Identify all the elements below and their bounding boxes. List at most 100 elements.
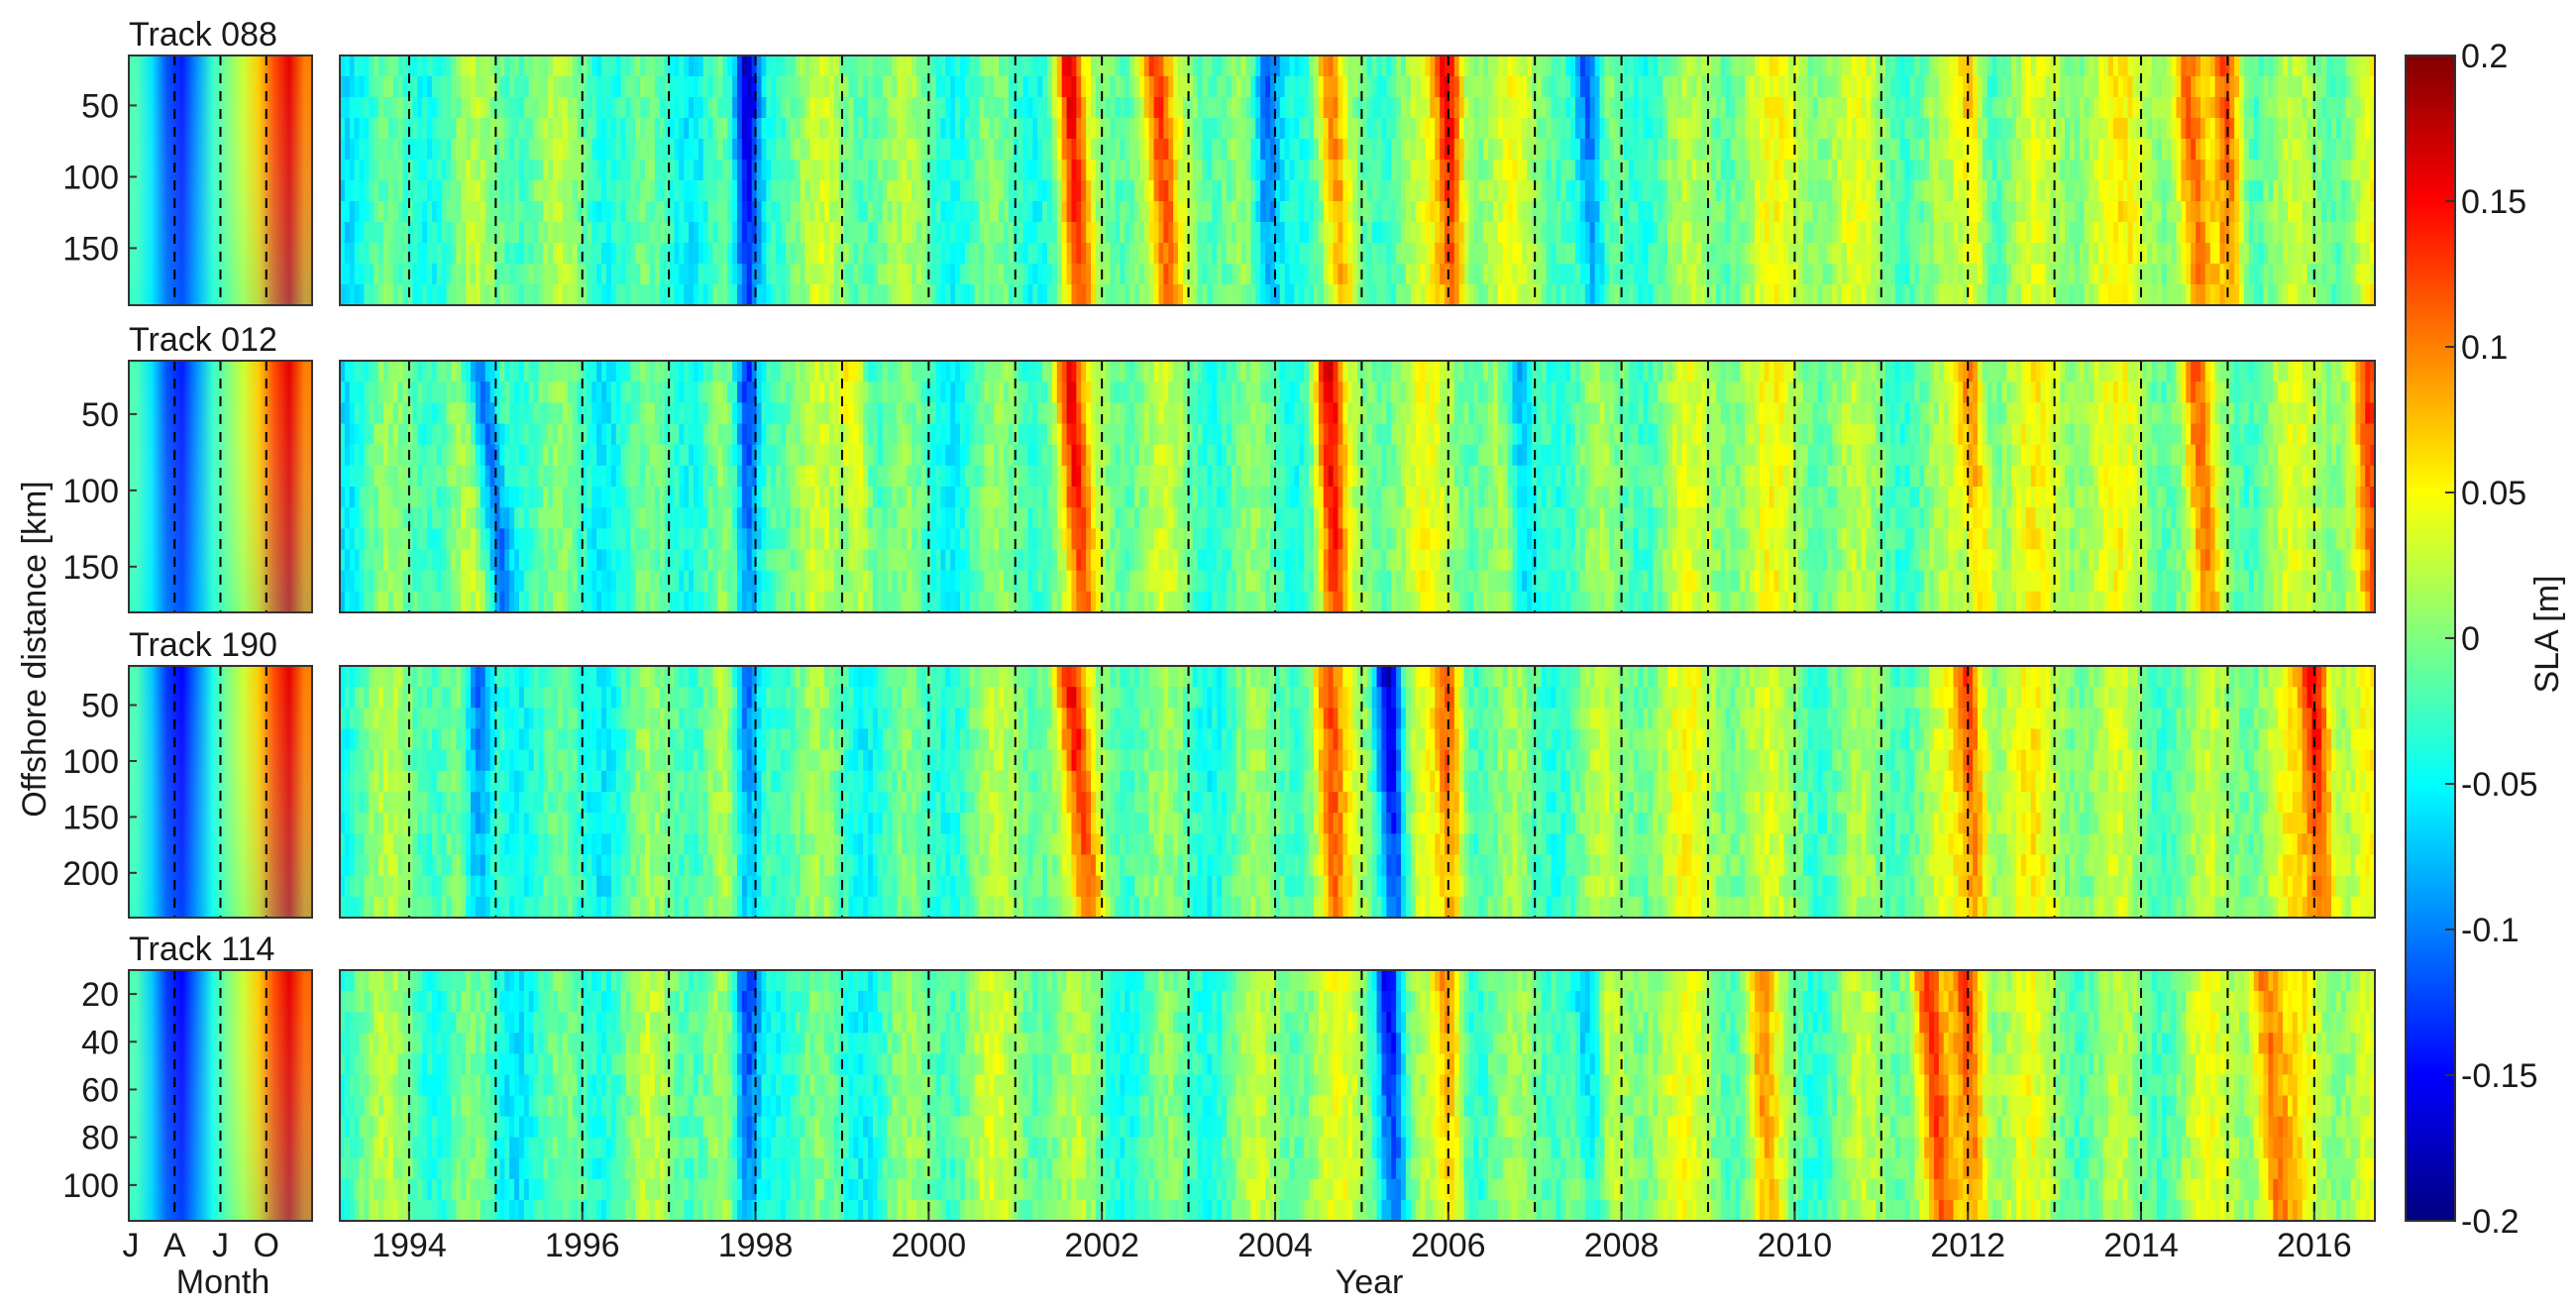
sla-cell bbox=[2176, 201, 2182, 223]
sla-cell bbox=[1279, 222, 1286, 244]
sla-cell bbox=[1856, 201, 1863, 223]
sla-cell bbox=[1478, 180, 1484, 202]
sla-cell bbox=[1415, 180, 1422, 202]
sla-cell bbox=[800, 97, 806, 119]
sla-cell bbox=[484, 222, 491, 244]
sla-cell bbox=[707, 180, 714, 202]
sla-cell bbox=[805, 139, 810, 161]
sla-cell bbox=[964, 118, 971, 140]
sla-cell bbox=[1396, 55, 1402, 77]
sla-cell bbox=[378, 55, 384, 77]
sla-cell bbox=[2089, 160, 2094, 181]
sla-cell bbox=[1371, 76, 1378, 98]
sla-cell bbox=[1856, 264, 1863, 285]
sla-cell bbox=[1977, 243, 1984, 265]
sla-cell bbox=[577, 222, 584, 244]
sla-cell bbox=[1361, 76, 1368, 98]
sla-cell bbox=[1778, 97, 1784, 119]
sla-cell bbox=[2191, 97, 2197, 119]
sla-cell bbox=[587, 284, 592, 305]
sla-cell bbox=[955, 97, 961, 119]
sla-cell bbox=[1938, 97, 1945, 119]
sla-cell bbox=[1745, 76, 1751, 98]
sla-cell bbox=[1323, 118, 1330, 140]
sla-cell bbox=[2122, 118, 2129, 140]
sla-cell bbox=[1851, 180, 1858, 202]
sla-cell bbox=[907, 264, 912, 285]
sla-cell bbox=[2050, 284, 2056, 305]
sla-cell bbox=[1750, 201, 1756, 223]
sla-cell bbox=[664, 160, 671, 181]
sla-cell bbox=[776, 76, 782, 98]
sla-cell bbox=[1178, 55, 1184, 77]
sla-cell bbox=[2016, 243, 2022, 265]
sla-cell bbox=[1371, 55, 1378, 77]
sla-cell bbox=[828, 222, 835, 244]
sla-cell bbox=[2307, 160, 2313, 181]
sla-cell bbox=[781, 284, 787, 305]
sla-cell bbox=[1299, 222, 1305, 244]
sla-cell bbox=[1842, 284, 1848, 305]
sla-cell bbox=[1235, 118, 1242, 140]
sla-cell bbox=[625, 264, 632, 285]
sla-cell bbox=[1783, 180, 1789, 202]
sla-cell bbox=[2239, 55, 2245, 77]
sla-cell bbox=[1047, 76, 1053, 98]
sla-cell bbox=[1837, 76, 1843, 98]
sla-cell bbox=[558, 118, 564, 140]
sla-cell bbox=[1522, 201, 1528, 223]
sla-cell bbox=[1817, 76, 1824, 98]
sla-cell bbox=[1071, 76, 1077, 98]
sla-cell bbox=[1173, 222, 1179, 244]
sla-cell bbox=[684, 201, 690, 223]
sla-cell bbox=[776, 243, 782, 265]
sla-cell bbox=[1715, 139, 1722, 161]
sla-cell bbox=[2093, 139, 2099, 161]
sla-cell bbox=[761, 118, 767, 140]
sla-cell bbox=[2040, 284, 2047, 305]
sla-cell bbox=[596, 55, 602, 77]
sla-cell bbox=[601, 76, 607, 98]
sla-cell bbox=[562, 76, 569, 98]
sla-cell bbox=[605, 118, 612, 140]
sla-cell bbox=[1386, 243, 1392, 265]
sla-cell bbox=[1212, 243, 1218, 265]
sla-cell bbox=[2060, 55, 2066, 77]
sla-cell bbox=[499, 180, 505, 202]
sla-cell bbox=[2214, 139, 2221, 161]
sla-cell bbox=[1110, 97, 1117, 119]
sla-cell bbox=[1473, 55, 1479, 77]
sla-cell bbox=[2079, 139, 2086, 161]
sla-cell bbox=[2050, 222, 2056, 244]
y-tick-label: 100 bbox=[62, 159, 119, 196]
sla-cell bbox=[887, 201, 894, 223]
sla-cell bbox=[2166, 222, 2173, 244]
sla-cell bbox=[1938, 264, 1945, 285]
sla-cell bbox=[930, 118, 937, 140]
sla-cell bbox=[484, 76, 491, 98]
sla-cell bbox=[1866, 55, 1872, 77]
sla-cell bbox=[892, 160, 898, 181]
sla-cell bbox=[2166, 118, 2173, 140]
sla-cell bbox=[2098, 264, 2104, 285]
sla-cell bbox=[1691, 222, 1697, 244]
sla-cell bbox=[2122, 139, 2129, 161]
sla-cell bbox=[814, 222, 820, 244]
sla-cell bbox=[572, 118, 579, 140]
sla-cell bbox=[1037, 222, 1043, 244]
sla-cell bbox=[1274, 139, 1281, 161]
sla-cell bbox=[1817, 55, 1824, 77]
sla-cell bbox=[1231, 222, 1237, 244]
sla-cell bbox=[369, 97, 375, 119]
sla-cell bbox=[2035, 284, 2042, 305]
sla-cell bbox=[1773, 264, 1780, 285]
sla-cell bbox=[1933, 243, 1940, 265]
sla-cell bbox=[1163, 97, 1169, 119]
sla-cell bbox=[2117, 222, 2124, 244]
sla-cell bbox=[790, 97, 797, 119]
sla-cell bbox=[1129, 201, 1135, 223]
sla-cell bbox=[359, 160, 366, 181]
sla-cell bbox=[1095, 55, 1102, 77]
sla-cell bbox=[892, 139, 898, 161]
sla-cell bbox=[1623, 243, 1630, 265]
